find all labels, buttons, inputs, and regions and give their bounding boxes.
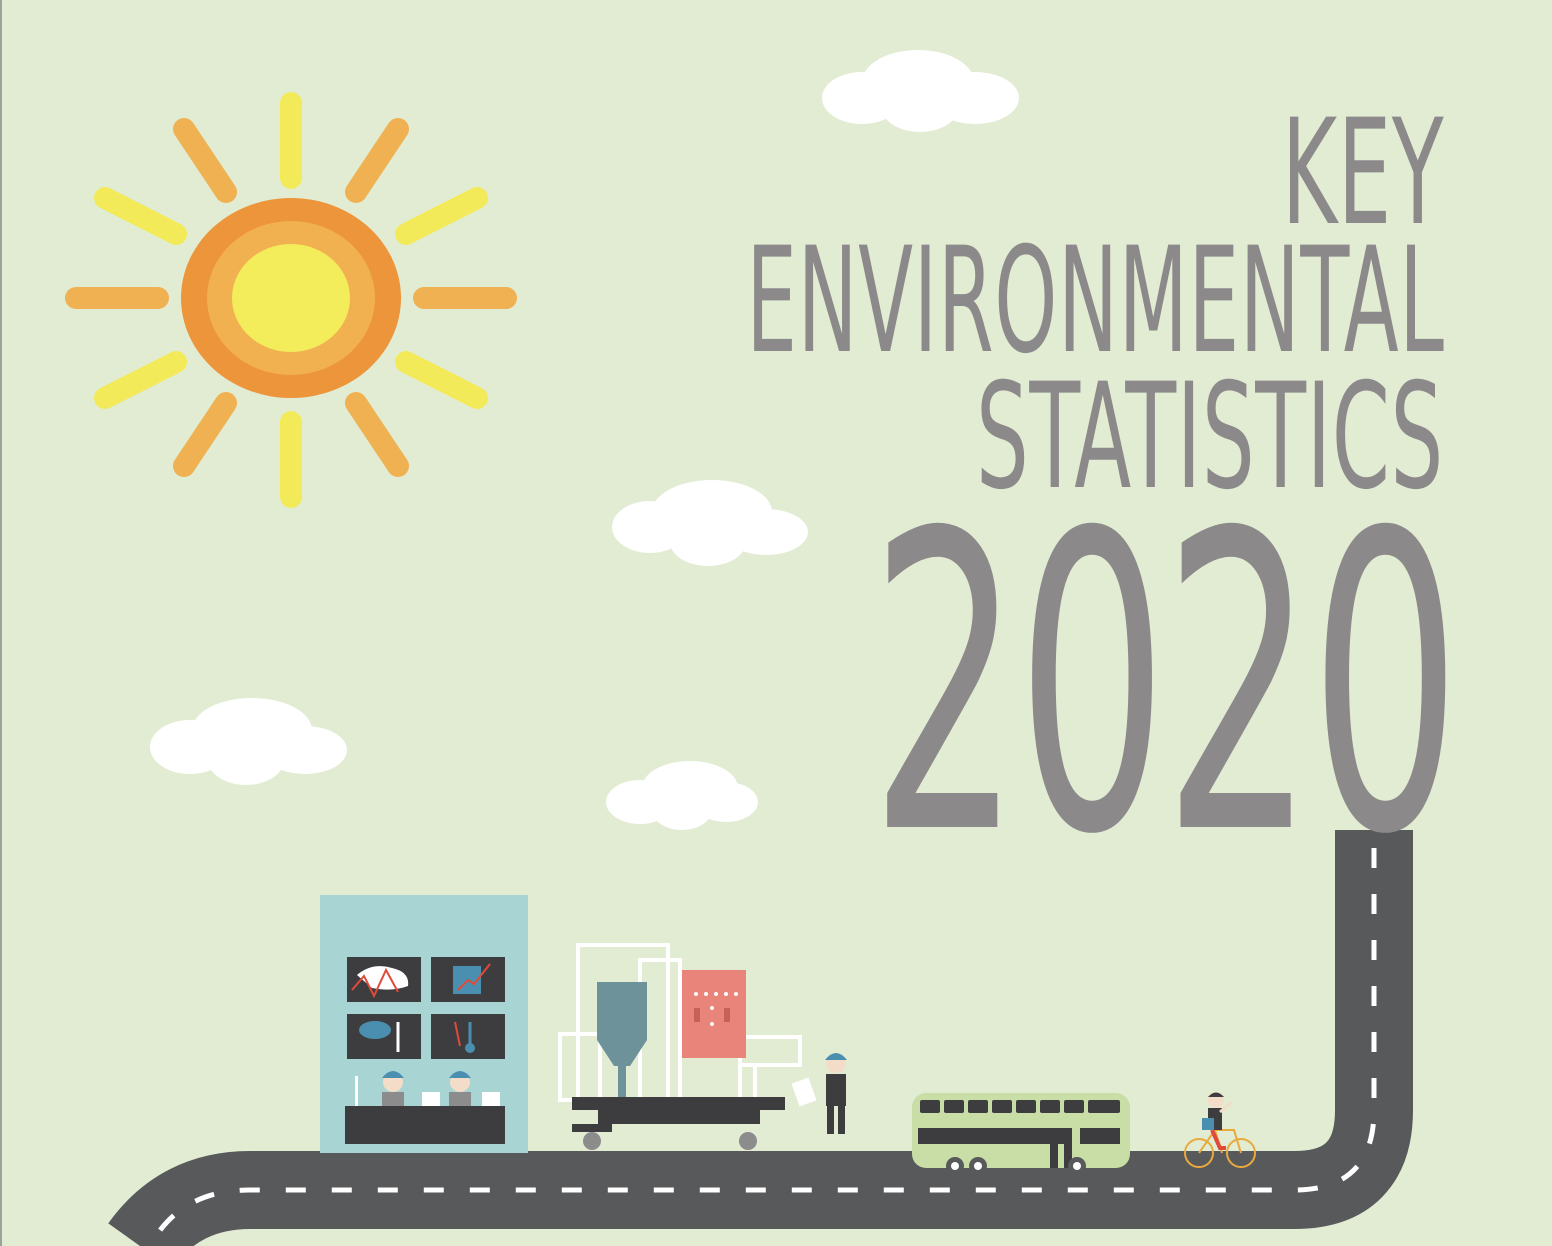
- cloud-icon: [822, 50, 1019, 132]
- bicycle-icon: [1184, 1092, 1256, 1168]
- factory-icon: [558, 943, 802, 1150]
- bus-icon: [912, 1093, 1130, 1175]
- cloud-icon: [606, 761, 758, 830]
- road-icon: [108, 830, 1413, 1246]
- left-edge-rule: [0, 0, 2, 1246]
- title-key: KEY: [1281, 88, 1444, 258]
- building-icon: [320, 895, 528, 1153]
- cloud-icon: [150, 698, 347, 785]
- person-icon: [791, 1053, 847, 1134]
- sun-icon: [65, 92, 517, 508]
- cloud-icon: [612, 480, 808, 566]
- title-year: 2020: [869, 446, 1460, 924]
- title-statistics: STATISTICS: [976, 352, 1444, 522]
- title-environmental: ENVIRONMENTAL: [745, 216, 1444, 386]
